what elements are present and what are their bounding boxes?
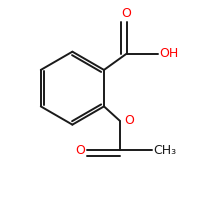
Text: CH₃: CH₃: [153, 144, 176, 157]
Text: O: O: [75, 144, 85, 157]
Text: O: O: [122, 7, 132, 20]
Text: O: O: [124, 114, 134, 127]
Text: OH: OH: [159, 47, 178, 60]
